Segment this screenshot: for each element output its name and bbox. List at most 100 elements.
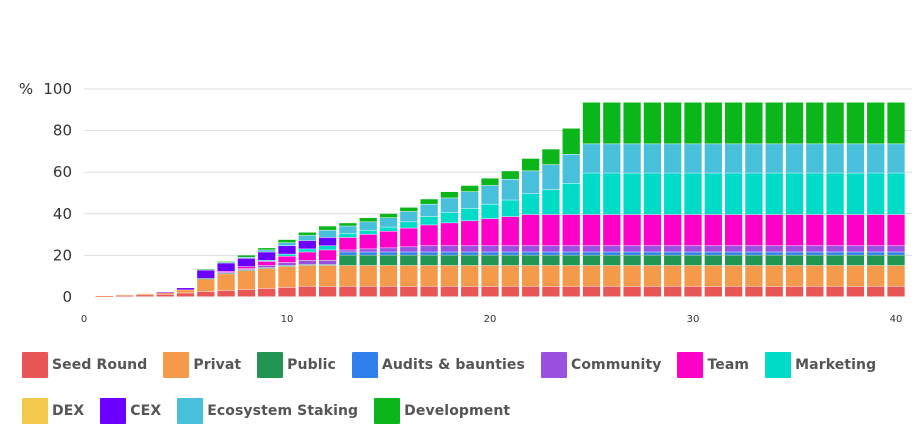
bar-segment bbox=[765, 144, 783, 173]
bar-segment bbox=[867, 255, 885, 266]
bar-segment bbox=[806, 214, 824, 246]
bar-segment bbox=[887, 255, 905, 266]
bar-segment bbox=[318, 286, 337, 297]
legend-item[interactable]: DEX bbox=[22, 398, 84, 424]
bar-segment bbox=[501, 286, 519, 297]
bar-segment bbox=[400, 265, 418, 287]
bar-segment bbox=[298, 249, 316, 252]
bar-segment bbox=[867, 246, 885, 252]
bar-segment bbox=[846, 102, 865, 144]
bar-segment bbox=[603, 246, 621, 252]
bar-segment bbox=[867, 214, 885, 246]
bar-segment bbox=[501, 255, 519, 266]
x-tick-label: 30 bbox=[687, 314, 700, 325]
bar-segment bbox=[542, 252, 560, 255]
legend-swatch bbox=[100, 398, 127, 424]
bar-segment bbox=[562, 286, 580, 297]
bar-segment bbox=[278, 287, 296, 297]
bar-segment bbox=[298, 265, 316, 287]
bar-segment bbox=[339, 265, 357, 287]
legend-item[interactable]: Public bbox=[257, 352, 336, 378]
legend-label: Seed Round bbox=[52, 357, 148, 373]
bar-segment bbox=[278, 242, 296, 246]
bar-segment bbox=[379, 255, 398, 266]
bar-segment bbox=[623, 252, 641, 255]
bar-segment bbox=[521, 265, 540, 287]
bar-segment bbox=[684, 252, 702, 255]
bar-segment bbox=[887, 173, 905, 215]
bar-segment bbox=[745, 255, 763, 266]
legend-item[interactable]: Development bbox=[374, 398, 510, 424]
legend-label: Audits & baunties bbox=[381, 357, 525, 373]
bar-segment bbox=[664, 102, 682, 144]
bar-segment bbox=[258, 248, 276, 250]
bar-segment bbox=[258, 261, 276, 266]
bar-segment bbox=[359, 230, 377, 235]
bar-segment bbox=[542, 164, 560, 190]
bar-segment bbox=[785, 286, 804, 297]
bar-segment bbox=[237, 266, 256, 269]
legend-swatch bbox=[351, 352, 378, 378]
y-tick-label: 60 bbox=[53, 163, 72, 181]
bar-segment bbox=[785, 246, 804, 252]
bar-segment bbox=[156, 294, 174, 297]
bar-segment bbox=[461, 252, 479, 255]
bar-segment bbox=[481, 246, 499, 252]
legend-item[interactable]: Community bbox=[540, 352, 662, 378]
x-tick-label: 0 bbox=[81, 314, 87, 325]
bar-segment bbox=[359, 222, 377, 230]
bar-segment bbox=[623, 265, 641, 287]
bar-segment bbox=[258, 288, 276, 297]
bar-segment bbox=[461, 185, 479, 192]
legend-item[interactable]: Privat bbox=[163, 352, 241, 378]
legend-swatch bbox=[257, 352, 284, 378]
bar-segment bbox=[724, 246, 743, 252]
bar-segment bbox=[217, 290, 235, 297]
bar-segment bbox=[318, 250, 337, 261]
bar-segment bbox=[440, 265, 459, 287]
legend-item[interactable]: Seed Round bbox=[22, 352, 147, 378]
bar-segment bbox=[461, 208, 479, 221]
legend-label: CEX bbox=[130, 403, 162, 419]
bar-segment bbox=[562, 154, 580, 184]
y-tick-label: 20 bbox=[53, 246, 72, 264]
bar-segment bbox=[724, 214, 743, 246]
bar-segment bbox=[521, 286, 540, 297]
bar-segment bbox=[278, 239, 296, 243]
bar-segment bbox=[846, 286, 865, 297]
bar-segment bbox=[562, 265, 580, 287]
bar-segment bbox=[623, 286, 641, 297]
bar-segment bbox=[339, 223, 357, 226]
legend-item[interactable]: Team bbox=[677, 352, 749, 378]
bar-segment bbox=[258, 252, 276, 261]
x-tick-label: 40 bbox=[890, 314, 903, 325]
bar-segment bbox=[197, 291, 215, 297]
y-tick-label: 40 bbox=[53, 205, 72, 223]
bar-segment bbox=[481, 286, 499, 297]
bar-segment bbox=[867, 144, 885, 173]
bar-segment bbox=[542, 214, 560, 246]
bar-segment bbox=[237, 289, 256, 297]
bar-segment bbox=[887, 246, 905, 252]
bar-segment bbox=[318, 265, 337, 287]
bar-segment bbox=[603, 144, 621, 173]
bar-segment bbox=[115, 295, 134, 297]
bar-segment bbox=[704, 173, 722, 215]
legend-item[interactable]: Ecosystem Staking bbox=[177, 398, 358, 424]
bar-segment bbox=[521, 194, 540, 215]
bar-segment bbox=[826, 286, 844, 297]
bar-segment bbox=[318, 246, 337, 250]
bar-segment bbox=[278, 254, 296, 256]
bar-segment bbox=[826, 265, 844, 287]
bar-segment bbox=[379, 231, 398, 248]
legend-swatch bbox=[765, 352, 792, 378]
legend-row: DEX CEX Ecosystem Staking Development bbox=[22, 398, 526, 424]
bar-segment bbox=[603, 255, 621, 266]
legend-item[interactable]: CEX bbox=[100, 398, 161, 424]
bar-segment bbox=[643, 246, 662, 252]
bar-segment bbox=[542, 189, 560, 215]
bar-segment bbox=[582, 252, 601, 255]
bar-segment bbox=[156, 292, 174, 293]
legend-item[interactable]: Audits & baunties bbox=[351, 352, 525, 378]
legend-item[interactable]: Marketing bbox=[765, 352, 876, 378]
